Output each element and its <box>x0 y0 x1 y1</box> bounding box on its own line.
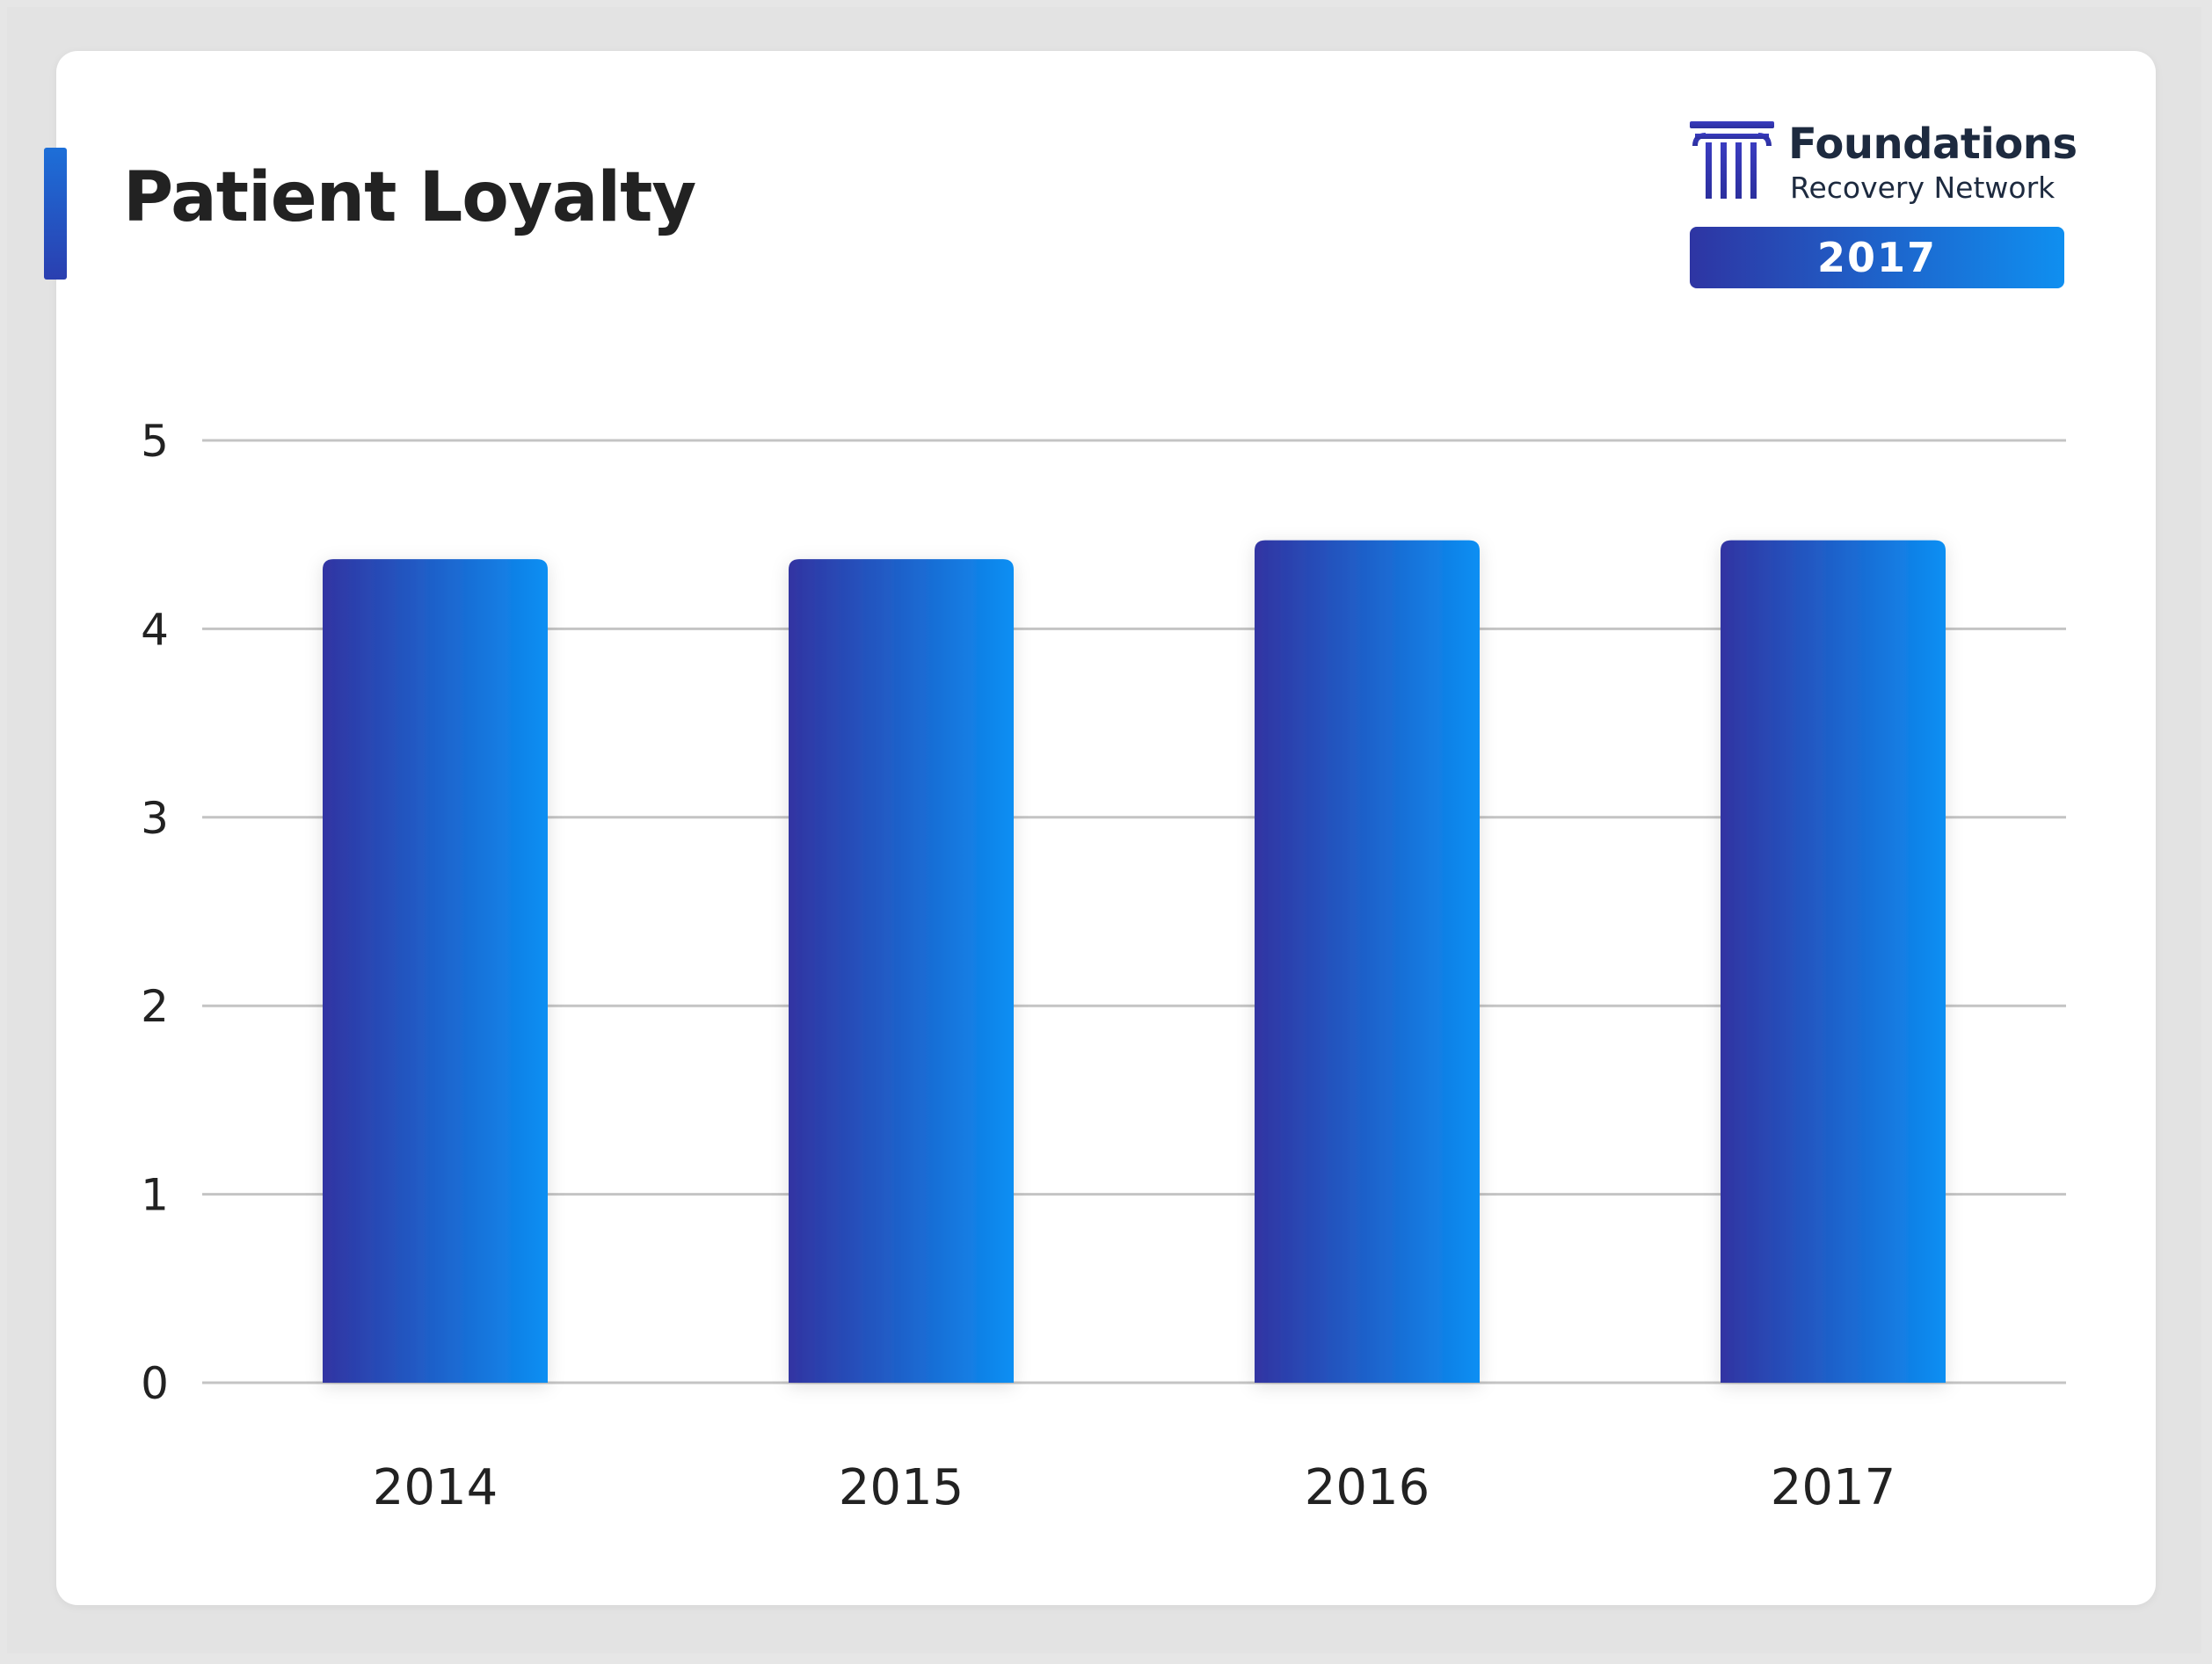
y-tick-label: 5 <box>141 416 169 467</box>
y-tick-label: 2 <box>141 981 169 1032</box>
y-tick-label: 4 <box>141 604 169 655</box>
y-tick-label: 1 <box>141 1170 169 1221</box>
x-tick-label: 2014 <box>373 1459 498 1516</box>
year-badge: 2017 <box>1690 227 2064 288</box>
title-accent-bar <box>44 148 67 280</box>
bar-2016 <box>1255 540 1480 1383</box>
page-title: Patient Loyalty <box>123 158 696 237</box>
x-tick-label: 2017 <box>1771 1459 1896 1516</box>
brand-logo: Foundations Recovery Network <box>1690 120 2077 205</box>
pillar-icon <box>1690 121 1774 199</box>
bar-2015 <box>789 559 1014 1383</box>
bar-2017 <box>1721 540 1946 1383</box>
bar-2014 <box>323 559 548 1383</box>
brand-subtitle: Recovery Network <box>1790 171 2056 205</box>
x-tick-label: 2016 <box>1305 1459 1430 1516</box>
x-tick-label: 2015 <box>839 1459 964 1516</box>
brand-name: Foundations <box>1788 120 2077 169</box>
y-axis-ticks: 0 1 2 3 4 5 <box>141 416 169 1409</box>
y-tick-label: 0 <box>141 1358 169 1409</box>
y-tick-label: 3 <box>141 793 169 844</box>
bars <box>323 540 1946 1383</box>
x-axis-labels: 2014 2015 2016 2017 <box>373 1459 1896 1516</box>
